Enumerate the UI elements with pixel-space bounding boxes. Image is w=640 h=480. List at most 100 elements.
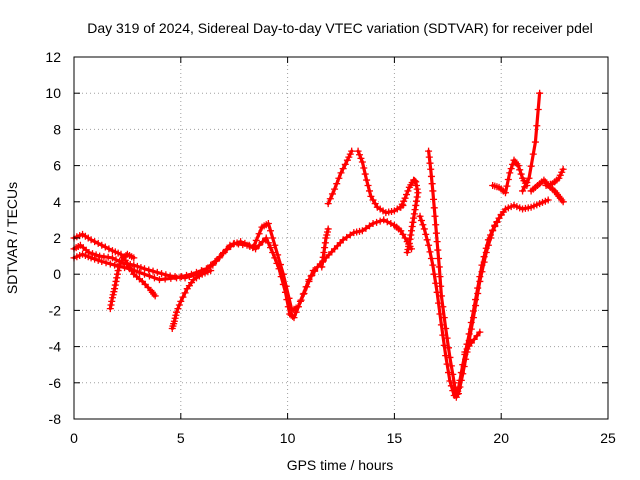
data-point (337, 169, 345, 177)
data-point (318, 263, 326, 271)
y-tick-label: 4 (53, 194, 61, 210)
data-point (476, 328, 484, 336)
data-point (98, 258, 106, 266)
data-point (348, 147, 356, 155)
data-point (416, 212, 424, 220)
data-point (449, 370, 457, 378)
data-point (413, 193, 421, 201)
data-point (398, 200, 406, 208)
data-point (423, 236, 431, 244)
data-point (101, 243, 109, 251)
data-point (442, 325, 450, 332)
data-point (92, 251, 100, 259)
data-point (252, 236, 260, 244)
data-point (136, 268, 144, 276)
data-point (425, 153, 433, 161)
data-point (412, 201, 420, 209)
data-point (113, 270, 121, 278)
x-tick-label: 20 (493, 430, 509, 446)
data-point (531, 138, 539, 146)
data-point (559, 165, 567, 173)
data-point (89, 250, 97, 258)
data-point (369, 196, 377, 204)
data-point (434, 246, 442, 254)
data-point (229, 240, 237, 248)
data-point (173, 308, 181, 316)
data-point (153, 268, 161, 276)
data-point (440, 314, 448, 322)
data-point (106, 260, 114, 268)
data-point (412, 197, 420, 205)
series-track-11 (425, 147, 505, 401)
data-point (470, 335, 478, 343)
data-point (407, 231, 415, 239)
data-point (521, 183, 529, 191)
data-point (403, 191, 411, 199)
data-point (297, 296, 305, 304)
data-point (108, 294, 116, 302)
data-point (401, 194, 409, 202)
data-point (469, 307, 477, 315)
data-point (437, 292, 445, 300)
data-point (437, 282, 445, 290)
y-tick-label: -2 (49, 302, 62, 318)
data-point (525, 174, 533, 182)
data-point (480, 253, 488, 261)
data-point (456, 376, 464, 384)
series-line (418, 198, 550, 398)
data-point (126, 265, 134, 273)
data-point (467, 339, 475, 347)
data-point (269, 234, 277, 242)
series-track-8 (354, 147, 407, 217)
data-point (559, 198, 567, 206)
data-point (87, 236, 95, 244)
data-point (267, 227, 275, 235)
data-point (443, 334, 451, 342)
data-point (497, 210, 505, 218)
data-point (211, 258, 219, 266)
data-point (282, 282, 290, 290)
data-point (432, 229, 440, 237)
data-point (408, 223, 416, 231)
data-point (430, 204, 438, 212)
data-point (118, 257, 126, 265)
data-point (303, 283, 311, 291)
data-point (446, 353, 454, 361)
data-point (403, 248, 411, 256)
data-point (506, 169, 514, 177)
data-point (442, 352, 450, 360)
data-point (341, 160, 349, 168)
data-point (274, 251, 282, 259)
data-point (285, 294, 293, 302)
data-point (179, 293, 187, 301)
data-point (113, 274, 121, 282)
data-point (427, 172, 435, 180)
data-point (276, 261, 284, 269)
data-point (365, 187, 373, 195)
data-point (110, 288, 118, 296)
data-point (428, 180, 436, 188)
data-point (305, 277, 313, 285)
data-point (523, 178, 531, 186)
series-track-5 (168, 267, 215, 332)
data-point (309, 267, 317, 275)
data-point (514, 162, 522, 170)
data-point (465, 330, 473, 338)
series-line (520, 91, 542, 193)
data-point (269, 248, 277, 256)
data-point (323, 228, 331, 236)
data-point (111, 281, 119, 289)
data-point (335, 174, 343, 182)
data-point (487, 231, 495, 239)
data-point (323, 231, 331, 239)
data-point (501, 189, 509, 197)
data-point (459, 361, 467, 369)
data-point (322, 234, 330, 242)
data-point (171, 314, 179, 322)
data-point (489, 226, 497, 234)
data-point (376, 217, 384, 225)
data-point (115, 263, 123, 271)
data-point (170, 317, 178, 325)
data-point (107, 301, 115, 309)
data-point (517, 170, 525, 178)
